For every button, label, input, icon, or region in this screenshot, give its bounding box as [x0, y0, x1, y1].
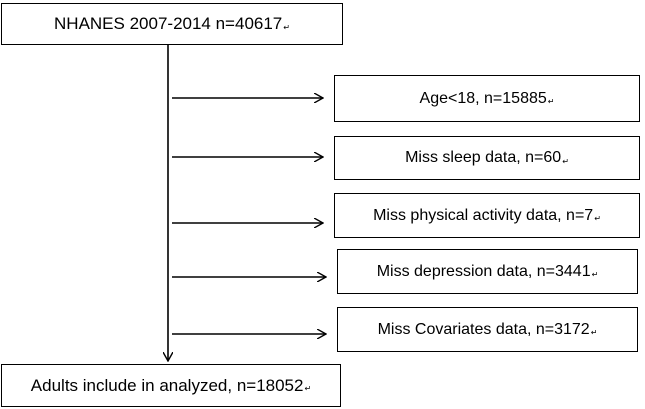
paragraph-mark-icon: ↵ — [590, 328, 598, 337]
exclusion-label: Miss Covariates data, n=3172 — [377, 320, 590, 338]
paragraph-mark-icon: ↵ — [304, 384, 312, 393]
paragraph-mark-icon: ↵ — [547, 97, 555, 106]
exclusion-label: Miss sleep data, n=60 — [405, 149, 562, 166]
exclusion-label: Miss depression data, n=3441 — [376, 262, 591, 280]
final-sample-label: Adults include in analyzed, n=18052 — [30, 375, 304, 395]
paragraph-mark-icon: ↵ — [283, 22, 290, 32]
exclusion-box-physical-activity: Miss physical activity data, n=7 ↵ — [334, 193, 640, 238]
final-sample-box: Adults include in analyzed, n=18052 ↵ — [1, 364, 341, 407]
source-population-box: NHANES 2007-2014 n=40617 ↵ — [1, 3, 343, 45]
exclusion-box-age: Age<18, n=15885 ↵ — [334, 75, 640, 122]
source-population-label: NHANES 2007-2014 n=40617 — [54, 14, 283, 33]
exclusion-box-sleep: Miss sleep data, n=60 ↵ — [334, 136, 640, 180]
exclusion-label: Age<18, n=15885 — [419, 89, 547, 107]
exclusion-box-depression: Miss depression data, n=3441 ↵ — [337, 249, 638, 294]
paragraph-mark-icon: ↵ — [591, 270, 599, 279]
paragraph-mark-icon: ↵ — [594, 214, 601, 223]
exclusion-label: Miss physical activity data, n=7 — [373, 206, 594, 224]
paragraph-mark-icon: ↵ — [562, 156, 569, 166]
exclusion-box-covariates: Miss Covariates data, n=3172 ↵ — [337, 307, 638, 352]
